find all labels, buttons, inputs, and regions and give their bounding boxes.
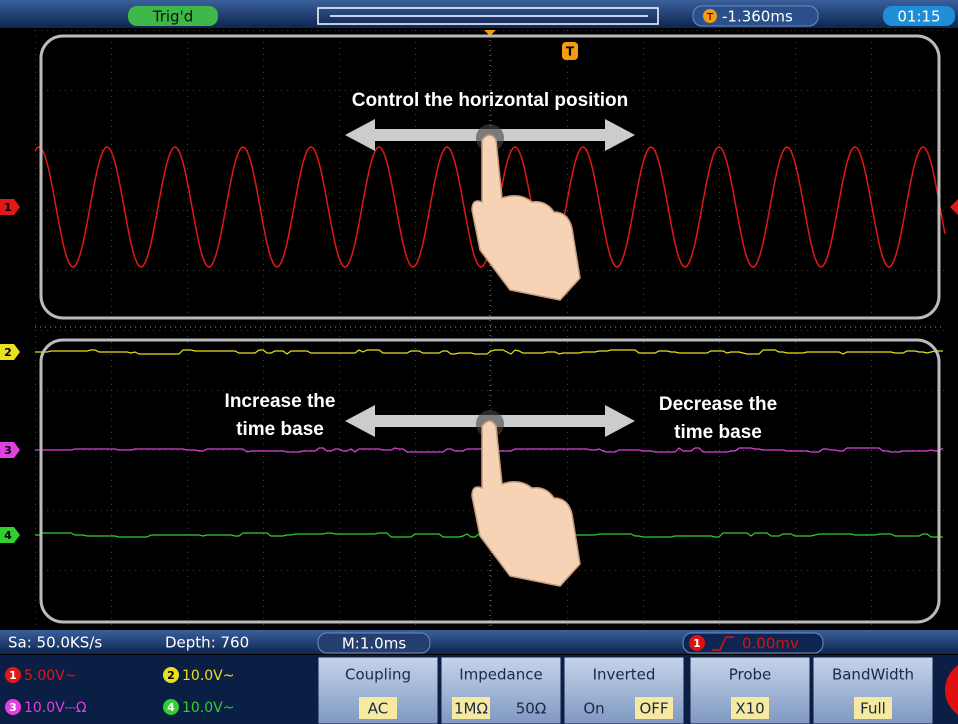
trig-icon-label: T xyxy=(706,12,714,23)
channel-id: 3 xyxy=(9,701,17,714)
annotation: time base xyxy=(674,422,762,443)
annotation: Increase the xyxy=(225,391,336,412)
menu-option[interactable]: AC xyxy=(368,700,388,718)
menu-option[interactable]: 1MΩ xyxy=(454,700,488,718)
menu-title: BandWidth xyxy=(832,666,914,684)
channel-id: 4 xyxy=(167,701,175,714)
menu-option[interactable]: OFF xyxy=(639,700,668,718)
annotation: Decrease the xyxy=(659,394,777,415)
menu-title: Impedance xyxy=(459,666,542,684)
menu-option[interactable]: On xyxy=(583,700,604,718)
channel-scale: 10.0V~ xyxy=(182,668,234,684)
trig-marker-label: T xyxy=(566,45,575,59)
channel-scale: 10.0V~ xyxy=(182,700,234,716)
menu-title: Inverted xyxy=(593,666,656,684)
menu-title: Probe xyxy=(729,666,772,684)
menu-option[interactable]: 50Ω xyxy=(516,700,547,718)
channel-scale: 5.00V~ xyxy=(24,668,76,684)
menu-title: Coupling xyxy=(345,666,411,684)
channel-id: 1 xyxy=(9,669,17,682)
trig-state: Trig'd xyxy=(152,8,193,26)
menu-option[interactable]: X10 xyxy=(735,700,764,718)
channel-marker-label: 2 xyxy=(4,346,12,359)
depth: Depth: 760 xyxy=(165,634,249,652)
trig-offset: -1.360ms xyxy=(722,8,793,26)
trigger-channel: 1 xyxy=(693,637,701,650)
trigger-level: 0.00mv xyxy=(742,635,799,653)
channel-scale: 10.0V⎓Ω xyxy=(24,700,87,716)
channel-marker-label: 1 xyxy=(4,201,12,214)
annotation: Control the horizontal position xyxy=(352,90,629,111)
scope-screen: Trig'd T -1.360ms 01:15 T Control the ho… xyxy=(0,0,958,724)
annotation: time base xyxy=(236,419,324,440)
timebase: M:1.0ms xyxy=(342,635,406,653)
menu-option[interactable]: Full xyxy=(860,700,886,718)
clock: 01:15 xyxy=(897,8,940,26)
sample-rate: Sa: 50.0KS/s xyxy=(8,634,102,652)
channel-id: 2 xyxy=(167,669,175,682)
channel-marker-label: 3 xyxy=(4,444,12,457)
channel-marker-label: 4 xyxy=(4,529,12,542)
